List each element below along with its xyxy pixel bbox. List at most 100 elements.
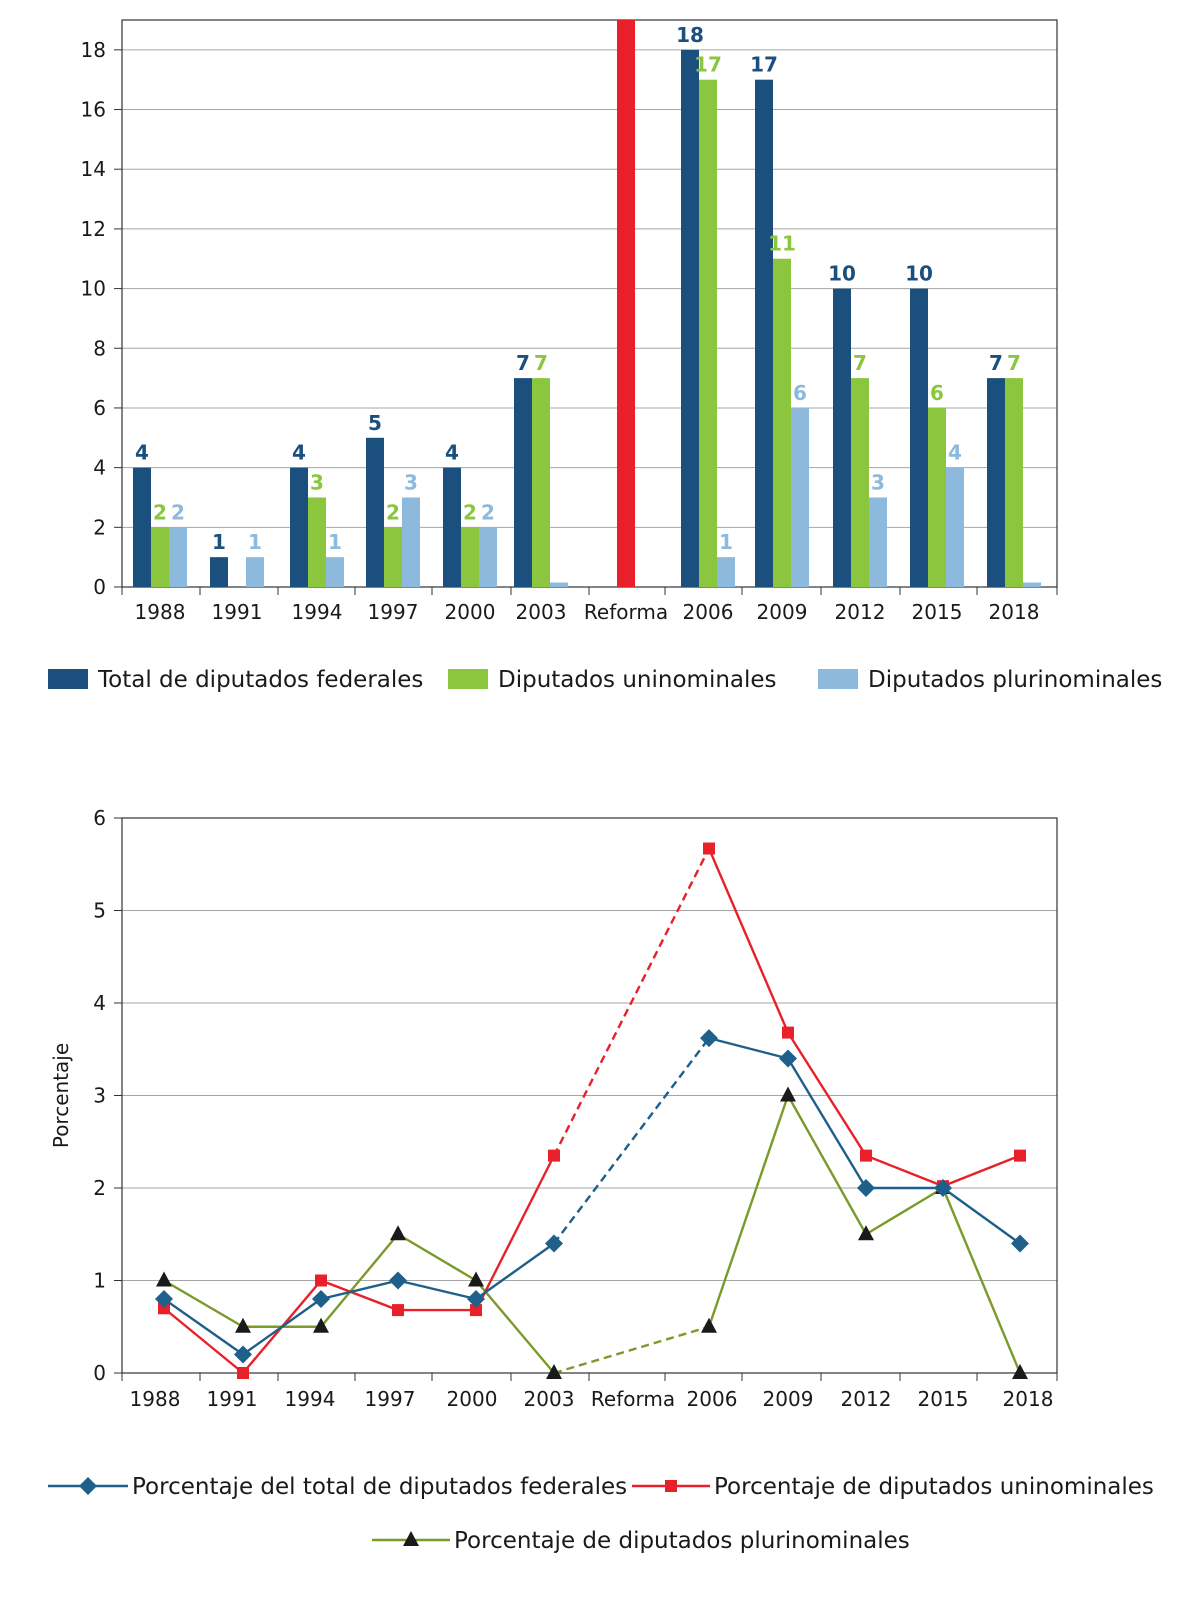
data-label: 6 [930, 381, 944, 405]
x-tick-label: 2009 [763, 1387, 814, 1411]
series-segment [474, 1155, 556, 1311]
data-label: 2 [386, 500, 400, 524]
y-tick-label: 14 [81, 157, 106, 181]
data-point [156, 1271, 172, 1287]
data-point [546, 1364, 562, 1379]
series-segment [320, 1279, 399, 1312]
data-point [1012, 1364, 1028, 1379]
bar [169, 527, 187, 587]
y-tick-label: 18 [81, 38, 106, 62]
data-point [403, 1531, 419, 1546]
y-tick-label: 12 [81, 217, 106, 241]
x-tick-label: 2012 [841, 1387, 892, 1411]
data-label: 18 [676, 23, 704, 47]
legend-label: Porcentaje del total de diputados federa… [132, 1474, 627, 1500]
series-segment [786, 1094, 868, 1235]
data-label: 7 [853, 351, 867, 375]
data-label: 3 [310, 470, 324, 494]
bar [443, 467, 461, 587]
data-point [467, 1290, 485, 1308]
series-segment [163, 1279, 244, 1328]
x-tick-label: 2009 [757, 600, 808, 624]
bar [869, 497, 887, 587]
series-segment [242, 1298, 322, 1356]
data-point [389, 1271, 407, 1290]
series-segment [475, 1242, 555, 1300]
y-tick-label: 6 [93, 806, 106, 830]
series-segment [942, 1154, 1021, 1188]
data-label: 3 [404, 470, 418, 494]
data-point [860, 1149, 872, 1162]
data-point [1014, 1149, 1026, 1162]
bar [928, 407, 946, 587]
data-label: 4 [445, 441, 459, 465]
bar [1005, 378, 1023, 587]
x-tick-label: 2018 [1003, 1387, 1054, 1411]
y-tick-label: 8 [93, 336, 106, 360]
x-tick-label: 1994 [292, 600, 343, 624]
series-segment [941, 1187, 1022, 1374]
data-label: 1 [212, 530, 226, 554]
data-point [315, 1274, 327, 1287]
legend-label: Porcentaje de diputados uninominales [714, 1474, 1154, 1500]
bar [910, 288, 928, 587]
x-tick-label: Reforma [591, 1387, 675, 1411]
data-point [548, 1149, 560, 1162]
series-segment [397, 1233, 477, 1282]
series-segment [475, 1279, 555, 1374]
data-point [235, 1317, 251, 1333]
bar [402, 497, 420, 587]
data-point [780, 1086, 796, 1102]
x-tick-label: 2006 [687, 1387, 738, 1411]
data-label: 11 [768, 232, 796, 256]
data-point [312, 1290, 330, 1308]
series-segment [942, 1187, 1021, 1245]
data-point [934, 1179, 952, 1197]
data-label: 17 [694, 53, 722, 77]
reforma-bar [617, 20, 635, 587]
y-tick-label: 10 [81, 277, 106, 301]
y-tick-label: 5 [93, 899, 106, 923]
data-label: 6 [793, 381, 807, 405]
y-tick-label: 16 [81, 98, 106, 122]
bar [133, 467, 151, 587]
data-label: 1 [248, 530, 262, 554]
x-tick-label: 1997 [368, 600, 419, 624]
data-label: 10 [905, 262, 933, 286]
data-label: 7 [516, 351, 530, 375]
legend-swatch [448, 669, 488, 689]
series-segment [708, 1036, 789, 1060]
series-segment [397, 1279, 477, 1301]
x-tick-label: 2018 [989, 600, 1040, 624]
data-point [782, 1026, 794, 1039]
bar [290, 467, 308, 587]
x-tick-label: 1994 [285, 1387, 336, 1411]
bar [151, 527, 169, 587]
bar [308, 497, 326, 587]
bar [791, 407, 809, 587]
data-point [390, 1225, 406, 1241]
legend-label: Diputados plurinominales [868, 667, 1162, 693]
data-point [857, 1179, 875, 1197]
data-point [237, 1367, 249, 1379]
y-axis-label: Porcentaje [49, 1043, 73, 1148]
legend-label: Diputados uninominales [498, 667, 777, 693]
bar [532, 378, 550, 587]
bar [681, 49, 699, 588]
bar [210, 557, 228, 587]
series-segment-dashed [552, 847, 711, 1157]
data-label: 3 [871, 470, 885, 494]
bar [851, 378, 869, 587]
data-label: 4 [135, 441, 149, 465]
series-segment [707, 1095, 790, 1328]
x-tick-label: Reforma [584, 600, 668, 624]
bar [514, 378, 532, 587]
data-label: 4 [292, 441, 306, 465]
y-tick-label: 1 [93, 1269, 106, 1293]
data-label: 2 [481, 500, 495, 524]
legend-swatch [48, 669, 88, 689]
data-point [858, 1225, 874, 1241]
data-label: 10 [828, 262, 856, 286]
